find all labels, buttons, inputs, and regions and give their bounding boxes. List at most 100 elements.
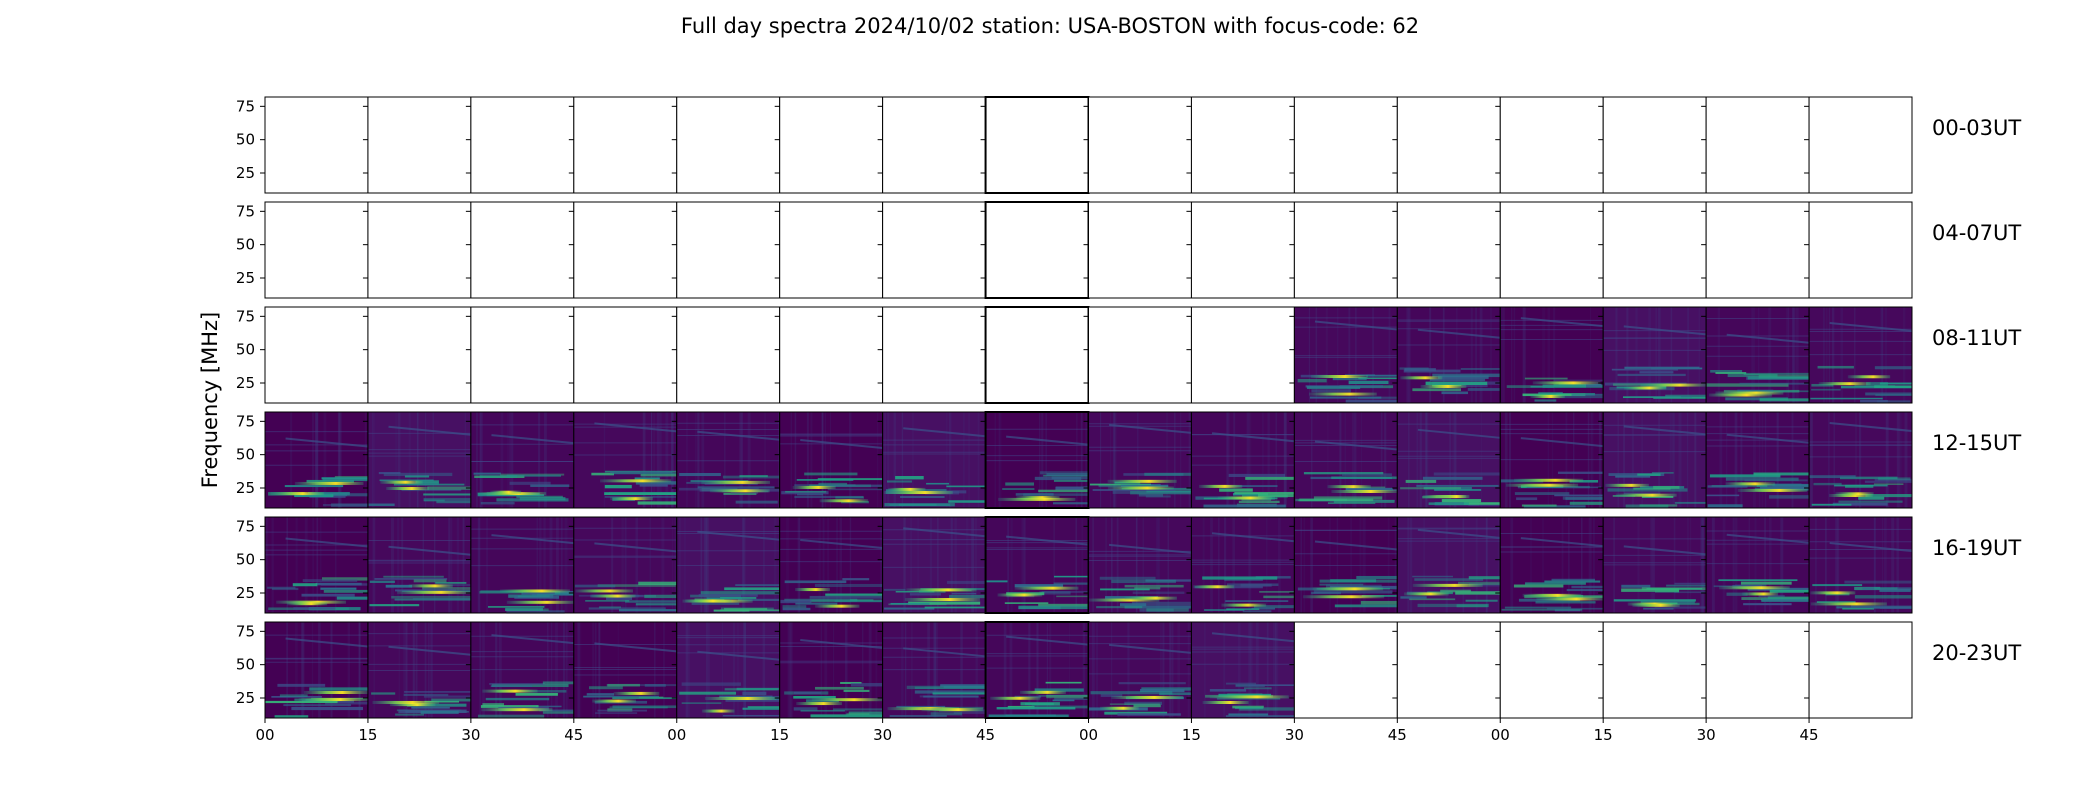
x-tick-label: 30	[1285, 726, 1304, 744]
spectrum-band	[809, 595, 883, 599]
spectrum-streak	[1046, 622, 1048, 718]
spectrum-streak	[650, 412, 653, 508]
spectrum-band	[1433, 472, 1501, 476]
panel-16-19UT-1	[362, 516, 472, 614]
spectrum-streak	[1360, 412, 1363, 508]
spectrum-band	[1674, 501, 1707, 504]
spectrum-band	[277, 683, 326, 687]
spectrum-streak	[424, 412, 427, 508]
spectrum-streak	[1179, 412, 1182, 508]
panel-00-03UT-4	[671, 96, 781, 194]
spectrum-band	[1726, 592, 1748, 596]
empty-panel	[1809, 202, 1912, 298]
spectrum-hot-band	[1420, 384, 1467, 388]
spectrum-streak	[844, 622, 848, 718]
empty-panel	[779, 307, 883, 403]
spectrum-streak	[1246, 412, 1250, 508]
spectrum-streak	[1039, 412, 1041, 508]
x-tick-label: 45	[1388, 726, 1407, 744]
spectrum-streak	[1075, 517, 1078, 613]
spectrum-streak	[910, 517, 912, 613]
spectrum-band	[309, 687, 368, 691]
spectrum-band	[908, 601, 981, 605]
spectrum-streak	[1068, 622, 1071, 718]
spectrum-hot-band	[1221, 603, 1267, 607]
spectrum-band	[1571, 585, 1604, 589]
spectrum-hot-band	[1847, 375, 1891, 379]
spectrum-band	[895, 590, 935, 593]
panel-08-11UT-0	[260, 306, 369, 404]
spectrum-band	[1225, 682, 1257, 685]
spectrum-streak	[1475, 307, 1477, 403]
spectrum-band	[1412, 575, 1453, 578]
panel-08-11UT-14	[1701, 306, 1810, 404]
spectrum-streak	[318, 622, 321, 718]
spectrum-streak	[786, 517, 789, 613]
spectrum-band	[1145, 579, 1192, 582]
panel-00-03UT-9	[1186, 96, 1295, 194]
spectrum-streak	[1339, 412, 1342, 508]
spectrum-streak	[1248, 622, 1251, 718]
spectrum-band	[1146, 608, 1189, 612]
panel-20-23UT-9	[1186, 621, 1295, 719]
spectrum-streak	[304, 517, 308, 613]
spectrum-band	[738, 598, 780, 601]
spectrum-streak	[1776, 412, 1779, 508]
spectrum-hot-band	[819, 499, 869, 503]
y-tick-label: 50	[236, 131, 255, 149]
spectrum-band	[1216, 697, 1281, 700]
spectrum-sweep	[1829, 422, 1913, 433]
spectrum-streak	[798, 517, 801, 613]
spectrum-hot-band	[276, 600, 347, 604]
spectrum-hot-band	[997, 593, 1043, 597]
panel-16-19UT-0	[260, 516, 369, 614]
spectrum-band	[1430, 378, 1486, 382]
spectrum-streak	[848, 412, 852, 508]
spectrum-hot-band	[1742, 592, 1779, 596]
spectrum-band	[1038, 489, 1089, 493]
spectrum-band	[1625, 504, 1669, 508]
spectrum-hot-band	[1810, 591, 1856, 595]
spectrum-band	[500, 473, 565, 476]
empty-panel	[573, 307, 677, 403]
spectrum-band	[1817, 365, 1854, 369]
spectrum-band	[681, 702, 722, 704]
spectrum-band	[742, 707, 780, 710]
panel-00-03UT-2	[465, 96, 575, 194]
spectrum-band	[644, 684, 666, 687]
spectrum-band	[1715, 372, 1747, 374]
spectrum-streak	[1758, 307, 1760, 403]
spectrum-band	[1613, 599, 1696, 602]
spectrum-streak	[415, 622, 418, 718]
spectra-row-04-07UT: 04-07UT 75 50 25	[236, 201, 2021, 299]
panel-20-23UT-7	[980, 621, 1090, 719]
spectrum-hot-band	[1014, 586, 1079, 590]
panel-00-03UT-7	[980, 96, 1090, 194]
spectrum-hot-band	[303, 690, 368, 694]
spectrum-band	[736, 687, 780, 691]
panel-frame	[1808, 411, 1913, 509]
spectrum-streak	[1226, 412, 1230, 508]
spectrum-band	[1399, 367, 1429, 370]
spectrum-hot-band	[814, 604, 860, 608]
spectrum-streak	[1649, 307, 1651, 403]
spectrum-streak	[685, 622, 689, 718]
spectrum-band	[886, 480, 912, 483]
spectrum-streak	[707, 622, 710, 718]
spectrum-streak	[1787, 307, 1790, 403]
spectrum-streak	[1672, 412, 1675, 508]
spectrum-band	[1225, 715, 1295, 718]
spectrum-hot-band	[1615, 493, 1677, 497]
panel-08-11UT-10	[1289, 306, 1398, 404]
spectrum-streak	[1687, 307, 1689, 403]
spectrum-band	[840, 681, 862, 684]
spectrum-band	[1118, 682, 1186, 685]
spectrum-streak	[1384, 412, 1387, 508]
panel-16-19UT-13	[1598, 516, 1707, 614]
spectrum-band	[597, 709, 647, 712]
row-label: 12-15UT	[1932, 431, 2021, 455]
spectrum-band	[679, 472, 721, 477]
spectrum-sweep	[594, 422, 677, 433]
panel-00-03UT-5	[774, 96, 884, 194]
panel-16-19UT-12	[1495, 516, 1604, 614]
